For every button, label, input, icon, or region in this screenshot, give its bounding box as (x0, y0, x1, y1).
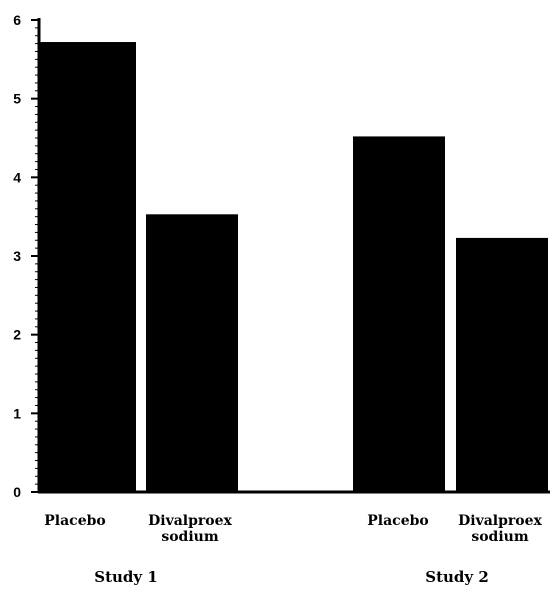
y-tick-label: 0 (13, 484, 21, 500)
y-tick-label: 3 (13, 248, 21, 264)
chart-bars (40, 42, 548, 492)
y-tick-label: 6 (13, 12, 21, 28)
bar (353, 136, 445, 492)
y-tick-label: 1 (13, 405, 21, 421)
group-label: Study 2 (425, 568, 489, 586)
category-label: sodium (161, 529, 219, 545)
category-label: sodium (471, 529, 529, 545)
category-label: Divalproex (458, 513, 542, 529)
bar (40, 42, 136, 492)
bar (146, 214, 238, 492)
category-label: Divalproex (148, 513, 232, 529)
y-tick-label: 4 (13, 169, 21, 185)
bar (456, 237, 548, 492)
category-label: Placebo (367, 513, 428, 529)
group-label: Study 1 (94, 568, 158, 586)
category-label: Placebo (44, 513, 105, 529)
y-tick-label: 5 (13, 91, 21, 107)
y-tick-label: 2 (13, 327, 21, 343)
